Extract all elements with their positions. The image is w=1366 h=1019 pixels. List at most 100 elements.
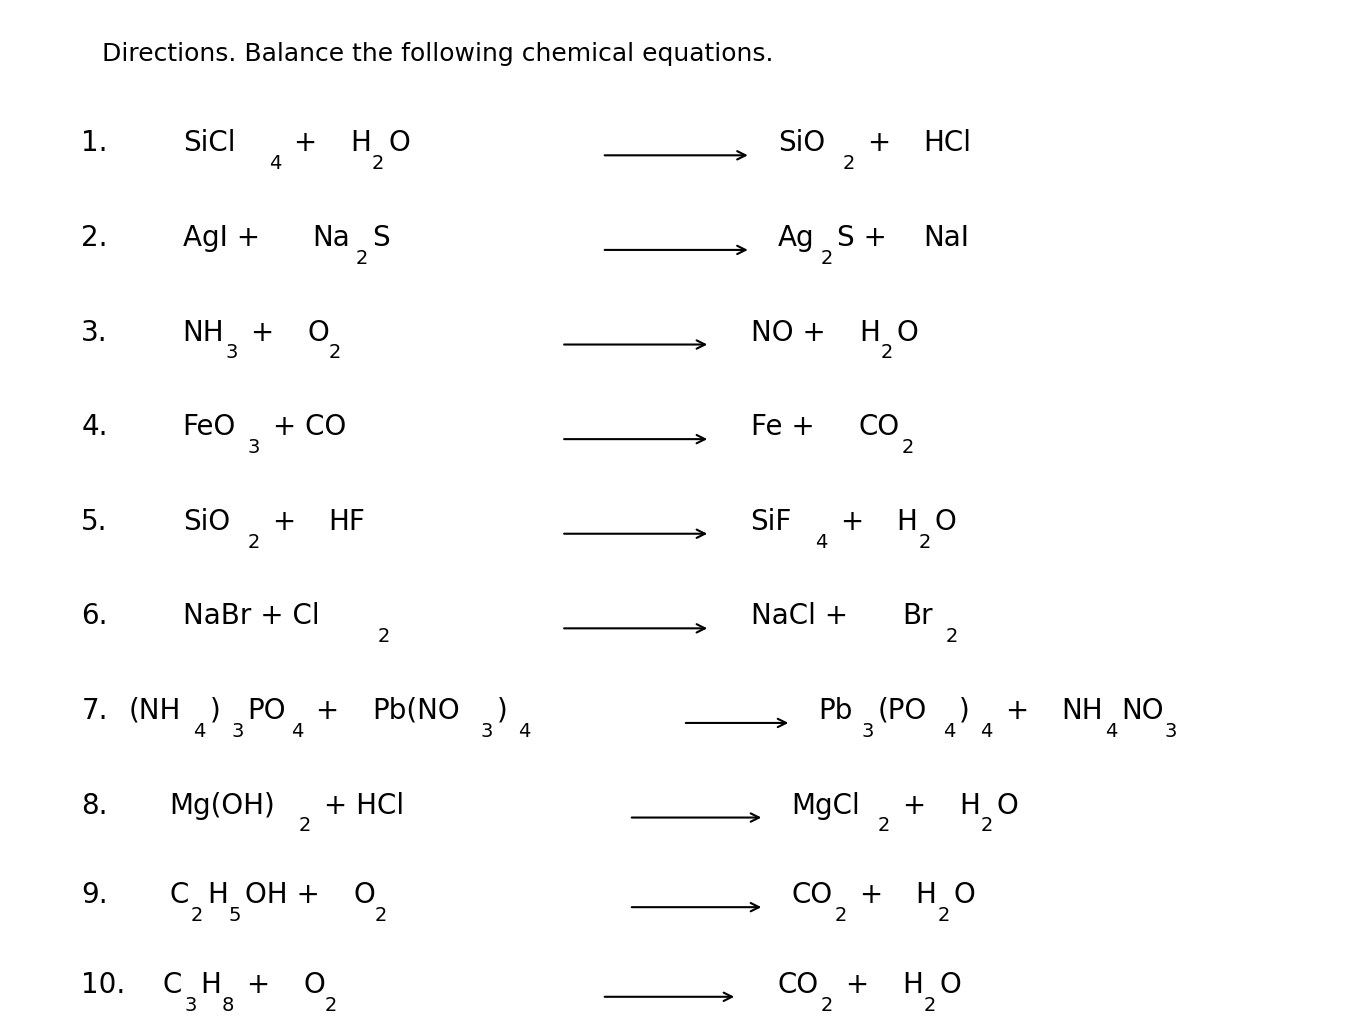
Text: H: H — [351, 129, 372, 157]
Text: S +: S + — [837, 224, 896, 252]
Text: +: + — [832, 507, 873, 535]
Text: Fe +: Fe + — [750, 413, 824, 441]
Text: 2: 2 — [937, 905, 949, 924]
Text: 2: 2 — [902, 437, 914, 457]
Text: O: O — [307, 318, 329, 346]
Text: 2: 2 — [372, 154, 384, 173]
Text: 2: 2 — [881, 343, 893, 362]
Text: Pb(NO: Pb(NO — [372, 696, 459, 725]
Text: (NH: (NH — [128, 696, 182, 725]
Text: 4: 4 — [943, 721, 955, 740]
Text: Directions. Balance the following chemical equations.: Directions. Balance the following chemic… — [101, 42, 773, 66]
Text: NaCl +: NaCl + — [750, 602, 856, 630]
Text: 2: 2 — [374, 905, 387, 924]
Text: 5.: 5. — [82, 507, 108, 535]
Text: CO: CO — [791, 880, 832, 908]
Text: 3: 3 — [231, 721, 243, 740]
Text: 4.: 4. — [82, 413, 108, 441]
Text: ): ) — [496, 696, 507, 725]
Text: SiO: SiO — [183, 507, 229, 535]
Text: 3: 3 — [481, 721, 493, 740]
Text: NaI: NaI — [923, 224, 970, 252]
Text: H: H — [959, 791, 979, 818]
Text: SiF: SiF — [750, 507, 792, 535]
Text: 2: 2 — [843, 154, 855, 173]
Text: 3.: 3. — [82, 318, 108, 346]
Text: HCl: HCl — [923, 129, 971, 157]
Text: + CO: + CO — [264, 413, 346, 441]
Text: 2: 2 — [878, 815, 891, 835]
Text: 4: 4 — [1105, 721, 1117, 740]
Text: ): ) — [959, 696, 970, 725]
Text: 5: 5 — [228, 905, 242, 924]
Text: H: H — [896, 507, 918, 535]
Text: C: C — [169, 880, 189, 908]
Text: 6.: 6. — [82, 602, 108, 630]
Text: +: + — [851, 880, 892, 908]
Text: 4: 4 — [269, 154, 281, 173]
Text: C: C — [163, 970, 182, 998]
Text: 3: 3 — [247, 437, 260, 457]
Text: NH: NH — [1061, 696, 1104, 725]
Text: +: + — [997, 696, 1038, 725]
Text: Br: Br — [902, 602, 933, 630]
Text: O: O — [953, 880, 975, 908]
Text: NO +: NO + — [750, 318, 835, 346]
Text: +: + — [307, 696, 348, 725]
Text: +: + — [893, 791, 936, 818]
Text: FeO: FeO — [183, 413, 236, 441]
Text: +: + — [238, 970, 279, 998]
Text: 3: 3 — [225, 343, 238, 362]
Text: 2: 2 — [247, 532, 260, 551]
Text: OH +: OH + — [245, 880, 329, 908]
Text: H: H — [915, 880, 937, 908]
Text: 2: 2 — [325, 995, 337, 1014]
Text: SiCl: SiCl — [183, 129, 235, 157]
Text: 4: 4 — [291, 721, 303, 740]
Text: S: S — [372, 224, 389, 252]
Text: Mg(OH): Mg(OH) — [169, 791, 275, 818]
Text: 8: 8 — [221, 995, 235, 1014]
Text: 8.: 8. — [82, 791, 108, 818]
Text: O: O — [896, 318, 918, 346]
Text: H: H — [201, 970, 221, 998]
Text: MgCl: MgCl — [791, 791, 861, 818]
Text: PO: PO — [247, 696, 285, 725]
Text: 3: 3 — [862, 721, 874, 740]
Text: O: O — [352, 880, 374, 908]
Text: 10.: 10. — [82, 970, 126, 998]
Text: +: + — [285, 129, 326, 157]
Text: H: H — [208, 880, 228, 908]
Text: H: H — [859, 318, 880, 346]
Text: 1.: 1. — [82, 129, 108, 157]
Text: (PO: (PO — [878, 696, 928, 725]
Text: 4: 4 — [981, 721, 993, 740]
Text: 2: 2 — [923, 995, 936, 1014]
Text: Ag: Ag — [777, 224, 814, 252]
Text: O: O — [934, 507, 956, 535]
Text: O: O — [303, 970, 325, 998]
Text: 2: 2 — [821, 995, 833, 1014]
Text: H: H — [902, 970, 923, 998]
Text: NH: NH — [183, 318, 224, 346]
Text: AgI +: AgI + — [183, 224, 269, 252]
Text: 2.: 2. — [82, 224, 108, 252]
Text: 4: 4 — [816, 532, 828, 551]
Text: + HCl: + HCl — [316, 791, 404, 818]
Text: 3: 3 — [184, 995, 197, 1014]
Text: +: + — [859, 129, 900, 157]
Text: +: + — [837, 970, 878, 998]
Text: 2: 2 — [329, 343, 342, 362]
Text: 3: 3 — [1164, 721, 1176, 740]
Text: 2: 2 — [299, 815, 311, 835]
Text: NaBr + Cl: NaBr + Cl — [183, 602, 320, 630]
Text: 2: 2 — [821, 249, 833, 268]
Text: SiO: SiO — [777, 129, 825, 157]
Text: 9.: 9. — [82, 880, 108, 908]
Text: O: O — [997, 791, 1019, 818]
Text: 4: 4 — [518, 721, 530, 740]
Text: 2: 2 — [981, 815, 993, 835]
Text: 2: 2 — [835, 905, 847, 924]
Text: O: O — [388, 129, 410, 157]
Text: 2: 2 — [191, 905, 204, 924]
